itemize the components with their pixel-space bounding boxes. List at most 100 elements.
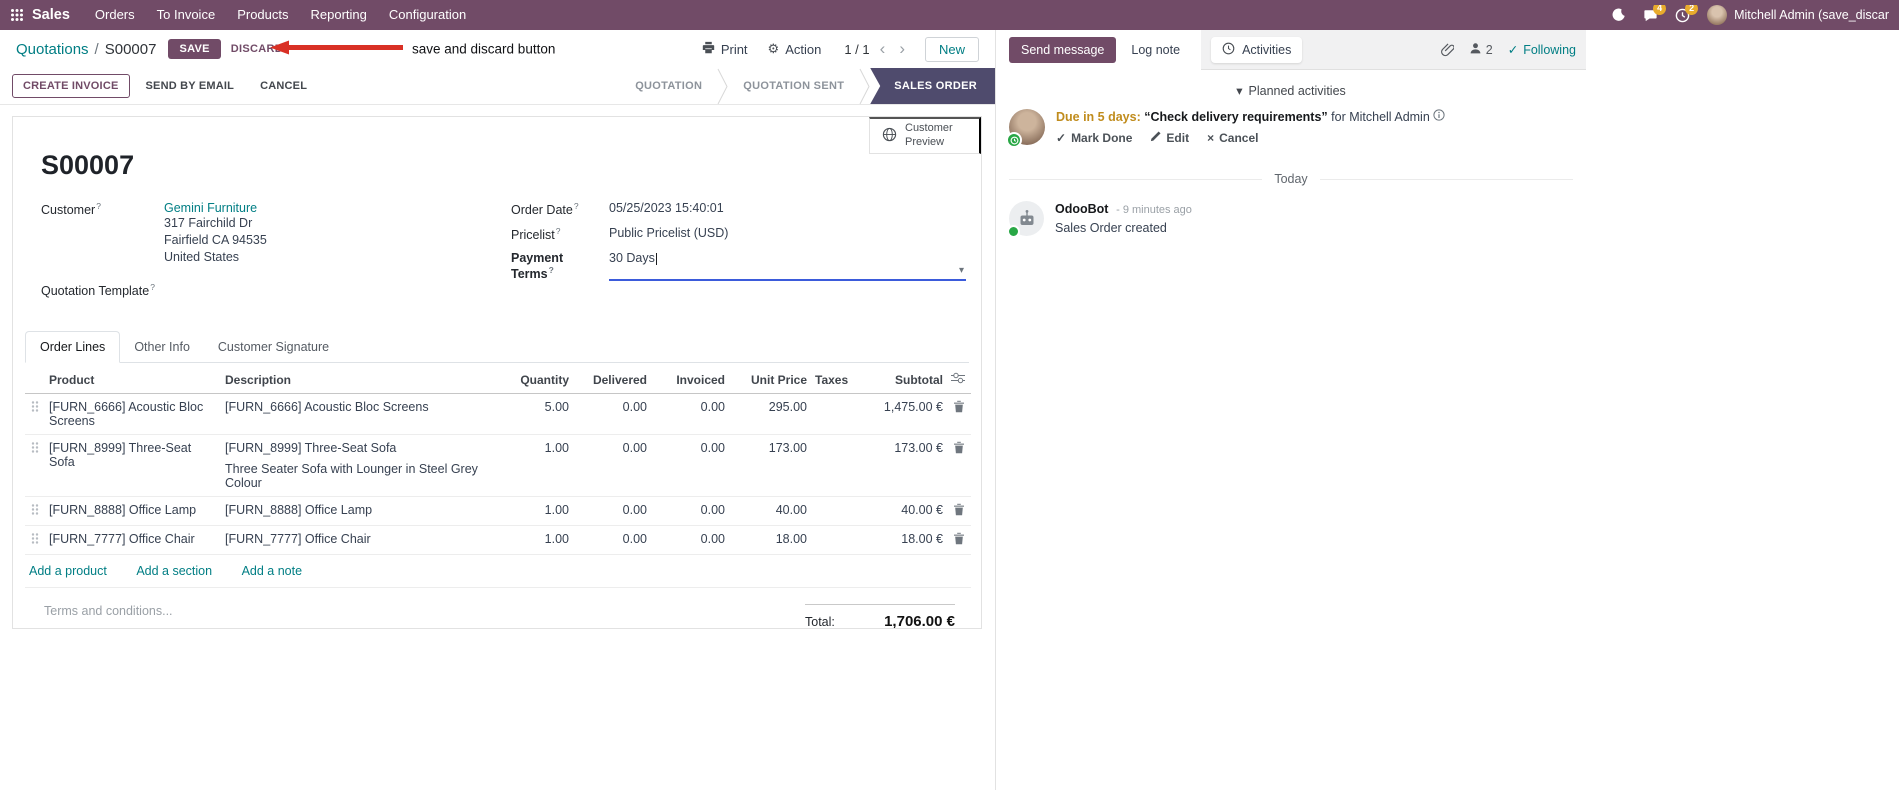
column-delivered[interactable]: Delivered: [573, 363, 651, 395]
dropdown-caret-icon[interactable]: ▾: [958, 265, 964, 277]
cell-description[interactable]: [FURN_8999] Three-Seat Sofa Three Seater …: [221, 434, 503, 498]
cell-unit-price[interactable]: 18.00: [729, 525, 811, 556]
delete-line-icon[interactable]: [947, 496, 971, 527]
breadcrumb-quotations-link[interactable]: Quotations: [16, 40, 89, 58]
column-unit-price[interactable]: Unit Price: [729, 363, 811, 395]
order-line-row[interactable]: [FURN_7777] Office Chair [FURN_7777] Off…: [25, 525, 971, 556]
cell-unit-price[interactable]: 295.00: [729, 393, 811, 436]
cell-taxes[interactable]: [811, 525, 867, 556]
add-a-note-link[interactable]: Add a note: [241, 564, 303, 579]
cell-quantity[interactable]: 1.00: [503, 434, 573, 498]
delete-line-icon[interactable]: [947, 434, 971, 498]
menu-configuration[interactable]: Configuration: [378, 0, 477, 30]
column-taxes[interactable]: Taxes: [811, 363, 867, 395]
attachments-paperclip-icon[interactable]: [1440, 43, 1454, 57]
cell-quantity[interactable]: 5.00: [503, 393, 573, 436]
followers-button[interactable]: 2: [1469, 42, 1493, 58]
customer-link[interactable]: Gemini Furniture: [164, 201, 258, 215]
add-a-section-link[interactable]: Add a section: [136, 564, 213, 579]
menu-to-invoice[interactable]: To Invoice: [146, 0, 227, 30]
user-menu[interactable]: Mitchell Admin (save_discar: [1707, 5, 1889, 25]
pager-next-icon[interactable]: ›: [895, 39, 909, 59]
drag-handle-icon[interactable]: [25, 525, 45, 556]
cell-product[interactable]: [FURN_8999] Three-Seat Sofa: [45, 434, 221, 498]
edit-activity-button[interactable]: Edit: [1150, 131, 1189, 145]
pager-previous-icon[interactable]: ‹: [876, 39, 890, 59]
cell-taxes[interactable]: [811, 393, 867, 436]
cancel-button[interactable]: CANCEL: [250, 75, 317, 97]
tab-order-lines[interactable]: Order Lines: [25, 331, 121, 364]
customer-preview-button[interactable]: Customer Preview: [869, 117, 981, 154]
status-step-quotation[interactable]: QUOTATION: [620, 68, 718, 104]
status-step-sales-order[interactable]: SALES ORDER: [870, 68, 995, 104]
dark-mode-moon-icon[interactable]: [1612, 8, 1626, 22]
planned-activities-toggle[interactable]: ▾ Planned activities: [996, 83, 1586, 99]
cell-product[interactable]: [FURN_6666] Acoustic Bloc Screens: [45, 393, 221, 436]
order-line-row[interactable]: [FURN_8888] Office Lamp [FURN_8888] Offi…: [25, 496, 971, 527]
app-title[interactable]: Sales: [32, 7, 70, 23]
menu-orders[interactable]: Orders: [84, 0, 146, 30]
messages-icon[interactable]: 4: [1643, 5, 1667, 22]
cell-description[interactable]: [FURN_6666] Acoustic Bloc Screens: [221, 393, 503, 436]
delete-line-icon[interactable]: [947, 393, 971, 436]
column-subtotal[interactable]: Subtotal: [867, 363, 947, 395]
order-line-row[interactable]: [FURN_8999] Three-Seat Sofa [FURN_8999] …: [25, 434, 971, 498]
cell-taxes[interactable]: [811, 496, 867, 527]
info-icon[interactable]: [1433, 109, 1445, 121]
print-button[interactable]: Print: [695, 37, 755, 61]
cancel-activity-button[interactable]: × Cancel: [1207, 131, 1259, 145]
cell-description[interactable]: [FURN_7777] Office Chair: [221, 525, 503, 556]
create-invoice-button[interactable]: CREATE INVOICE: [12, 74, 130, 98]
tab-customer-signature[interactable]: Customer Signature: [204, 331, 343, 362]
discard-button[interactable]: DISCARD: [230, 43, 283, 55]
cell-invoiced[interactable]: 0.00: [651, 525, 729, 556]
menu-products[interactable]: Products: [226, 0, 299, 30]
order-line-row[interactable]: [FURN_6666] Acoustic Bloc Screens [FURN_…: [25, 393, 971, 436]
cell-delivered[interactable]: 0.00: [573, 434, 651, 498]
cell-description[interactable]: [FURN_8888] Office Lamp: [221, 496, 503, 527]
optional-columns-icon[interactable]: [947, 363, 971, 395]
drag-handle-icon[interactable]: [25, 496, 45, 527]
cell-product[interactable]: [FURN_7777] Office Chair: [45, 525, 221, 556]
new-button[interactable]: New: [924, 36, 979, 62]
delete-line-icon[interactable]: [947, 525, 971, 556]
terms-and-conditions-placeholder[interactable]: Terms and conditions...: [44, 604, 173, 619]
cell-unit-price[interactable]: 173.00: [729, 434, 811, 498]
activities-tab[interactable]: Activities: [1211, 36, 1303, 63]
order-date-value[interactable]: 05/25/2023 15:40:01: [609, 201, 724, 215]
status-step-quotation-sent[interactable]: QUOTATION SENT: [728, 68, 860, 104]
drag-handle-icon[interactable]: [25, 434, 45, 498]
quotation-template-field[interactable]: Quotation Template?: [41, 282, 511, 298]
tab-other-info[interactable]: Other Info: [120, 331, 204, 362]
send-by-email-button[interactable]: SEND BY EMAIL: [136, 75, 245, 97]
pricelist-value[interactable]: Public Pricelist (USD): [609, 226, 729, 241]
action-button[interactable]: ⚙ Action: [761, 37, 829, 61]
mark-done-button[interactable]: ✓ Mark Done: [1056, 131, 1133, 145]
activities-clock-icon[interactable]: 2: [1675, 5, 1699, 23]
log-note-button[interactable]: Log note: [1120, 37, 1191, 63]
cell-invoiced[interactable]: 0.00: [651, 434, 729, 498]
cell-taxes[interactable]: [811, 434, 867, 498]
menu-reporting[interactable]: Reporting: [300, 0, 378, 30]
column-product[interactable]: Product: [45, 363, 221, 395]
column-quantity[interactable]: Quantity: [503, 363, 573, 395]
cell-quantity[interactable]: 1.00: [503, 496, 573, 527]
send-message-button[interactable]: Send message: [1009, 37, 1117, 63]
save-button[interactable]: SAVE: [168, 39, 221, 59]
payment-terms-input[interactable]: 30 Days ▾: [609, 251, 966, 282]
apps-grid-icon[interactable]: [10, 8, 24, 22]
cell-product[interactable]: [FURN_8888] Office Lamp: [45, 496, 221, 527]
drag-handle-icon[interactable]: [25, 393, 45, 436]
cell-invoiced[interactable]: 0.00: [651, 496, 729, 527]
cell-delivered[interactable]: 0.00: [573, 525, 651, 556]
add-a-product-link[interactable]: Add a product: [29, 564, 107, 579]
column-invoiced[interactable]: Invoiced: [651, 363, 729, 395]
following-button[interactable]: ✓ Following: [1507, 42, 1576, 58]
cell-invoiced[interactable]: 0.00: [651, 393, 729, 436]
message-author[interactable]: OdooBot: [1055, 202, 1109, 216]
cell-delivered[interactable]: 0.00: [573, 393, 651, 436]
cell-delivered[interactable]: 0.00: [573, 496, 651, 527]
cell-quantity[interactable]: 1.00: [503, 525, 573, 556]
cell-unit-price[interactable]: 40.00: [729, 496, 811, 527]
column-description[interactable]: Description: [221, 363, 503, 395]
